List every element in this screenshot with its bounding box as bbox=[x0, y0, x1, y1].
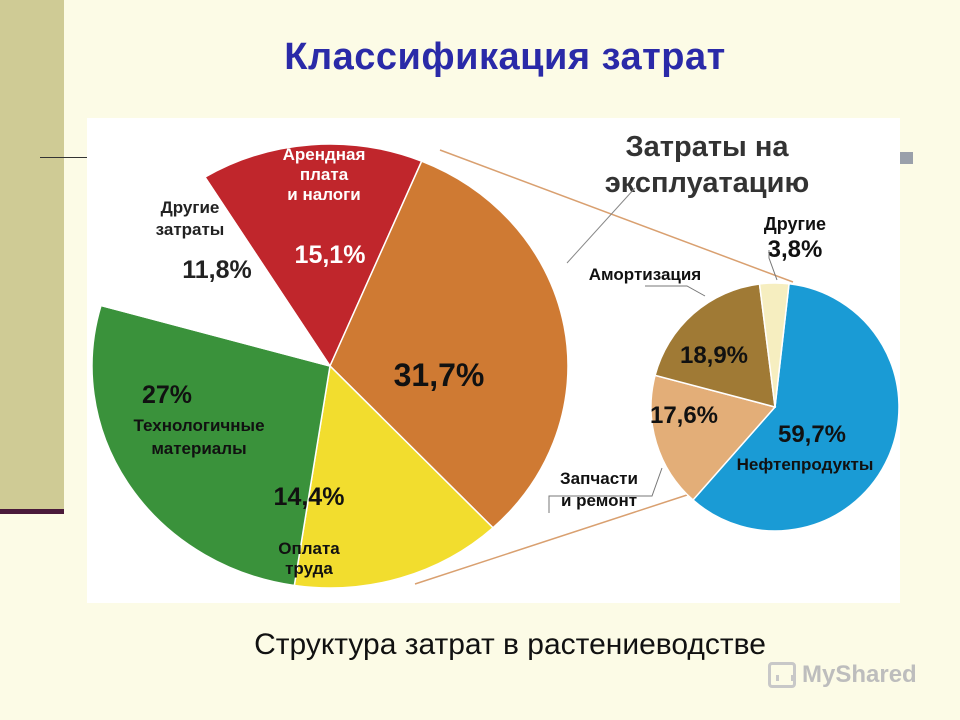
main-slice-label-2-0: Оплата bbox=[278, 539, 340, 558]
watermark-text: MyShared bbox=[802, 661, 917, 688]
main-slice-label-3-0: Технологичные bbox=[133, 416, 264, 435]
main-slice-1 bbox=[329, 160, 569, 529]
detail-slice-value-2: 18,9% bbox=[680, 342, 748, 369]
chart-caption: Структура затрат в растениеводстве bbox=[254, 628, 766, 661]
detail-title-1: эксплуатацию bbox=[605, 167, 809, 199]
connector-line-bottom bbox=[414, 494, 688, 585]
detail-title-0: Затраты на bbox=[625, 131, 789, 163]
main-slice-label-3-1: материалы bbox=[151, 439, 246, 458]
left-decor-band bbox=[0, 0, 64, 512]
main-slice-2 bbox=[293, 364, 495, 589]
amortization-leader bbox=[645, 285, 706, 297]
main-slice-3 bbox=[91, 304, 331, 587]
left-decor-rule bbox=[0, 509, 64, 514]
main-slice-label-0-2: и налоги bbox=[287, 185, 360, 204]
chart-panel: 15,1% Арендная плата и налоги 31,7% 14,4% Опла… bbox=[87, 118, 900, 603]
detail-slice-2 bbox=[654, 283, 776, 409]
watermark: MyShared bbox=[768, 657, 938, 693]
detail-slice-label-2-0: Амортизация bbox=[589, 265, 701, 284]
other-leader bbox=[768, 250, 778, 281]
connector-line-top bbox=[439, 149, 794, 283]
detail-slice-value-0: 59,7% bbox=[778, 421, 846, 448]
main-slice-value-3: 27% bbox=[142, 381, 192, 409]
detail-slice-label-3-0: Другие bbox=[764, 214, 826, 234]
detail-slice-value-3: 3,8% bbox=[768, 236, 823, 263]
main-slice-label-4-0: Другие bbox=[161, 198, 220, 217]
detail-title-leader bbox=[566, 187, 636, 264]
detail-slice-0 bbox=[691, 282, 900, 532]
watermark-icon bbox=[768, 662, 796, 688]
spare-parts-leader bbox=[548, 467, 663, 513]
main-slice-label-4-1: затраты bbox=[156, 220, 225, 239]
page-title: Классификация затрат bbox=[284, 36, 726, 78]
main-slice-4 bbox=[100, 176, 332, 368]
detail-slice-label-0-0: Нефтепродукты bbox=[737, 455, 874, 474]
main-slice-value-0: 15,1% bbox=[295, 241, 366, 269]
detail-slice-label-1-1: и ремонт bbox=[561, 491, 637, 510]
main-slice-value-1: 31,7% bbox=[394, 357, 485, 393]
main-slice-0 bbox=[203, 143, 423, 368]
detail-slice-value-1: 17,6% bbox=[650, 402, 718, 429]
detail-slice-3 bbox=[758, 282, 790, 408]
main-slice-label-0-1: плата bbox=[300, 165, 349, 184]
main-slice-value-4: 11,8% bbox=[182, 256, 252, 284]
thin-decor-rule bbox=[40, 157, 90, 158]
main-slice-label-2-1: труда bbox=[285, 559, 333, 578]
main-slice-value-2: 14,4% bbox=[274, 483, 345, 511]
detail-slice-1 bbox=[650, 374, 777, 502]
detail-slice-label-1-0: Запчасти bbox=[560, 469, 638, 488]
main-slice-label-0-0: Арендная bbox=[283, 145, 366, 164]
